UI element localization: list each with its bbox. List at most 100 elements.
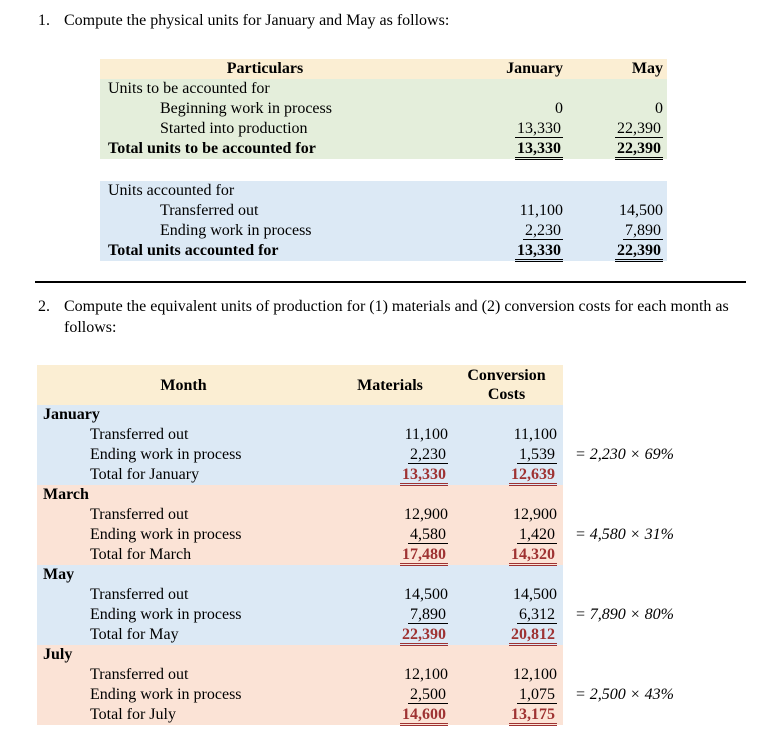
empty-cell bbox=[450, 485, 563, 505]
month-name: July bbox=[43, 646, 73, 663]
table-total-row: Total for May 22,390 20,812 bbox=[37, 625, 563, 646]
table-row: January bbox=[37, 405, 563, 425]
month-name: January bbox=[43, 406, 100, 423]
materials-value: 2,500 bbox=[408, 686, 448, 704]
calculation-note: = 2,230 × 69% bbox=[573, 445, 674, 465]
empty-cell bbox=[565, 79, 667, 99]
table-row: March bbox=[37, 485, 563, 505]
instruction-2: 2. Compute the equivalent units of produ… bbox=[38, 296, 758, 338]
empty-cell bbox=[450, 645, 563, 665]
table-row: Ending work in process 2,230 7,890 bbox=[100, 221, 667, 241]
empty-cell bbox=[430, 181, 565, 201]
table-row: Transferred out 11,100 11,100 bbox=[37, 425, 563, 445]
table-row: Started into production 13,330 22,390 bbox=[100, 119, 667, 139]
may-value: 0 bbox=[655, 100, 663, 117]
materials-value: 12,900 bbox=[404, 506, 448, 523]
conversion-value: 12,100 bbox=[513, 666, 557, 683]
equivalent-units-table: Month Materials Conversion Costs January… bbox=[37, 365, 674, 726]
january-total: 13,330 bbox=[430, 241, 565, 262]
units-to-be-accounted-section: Units to be accounted for Beginning work… bbox=[100, 79, 667, 160]
row-label: Beginning work in process bbox=[160, 100, 332, 117]
january-value: 13,330 bbox=[515, 120, 563, 138]
may-value: 14,500 bbox=[619, 202, 663, 219]
table-row: Transferred out 14,500 14,500 bbox=[37, 585, 563, 605]
materials-value: 14,500 bbox=[404, 586, 448, 603]
calculation-note: = 4,580 × 31% bbox=[573, 525, 674, 545]
january-value: 11,100 bbox=[519, 202, 563, 219]
table1-header-january: January bbox=[506, 60, 563, 77]
section-divider-line bbox=[35, 281, 746, 283]
total-label: Total for May bbox=[90, 626, 179, 643]
calculation-note: = 2,500 × 43% bbox=[573, 685, 674, 705]
table-row: Transferred out 12,100 12,100 bbox=[37, 665, 563, 685]
materials-value: 11,100 bbox=[404, 426, 448, 443]
total-label: Total units to be accounted for bbox=[108, 140, 316, 157]
empty-cell bbox=[330, 485, 450, 505]
conversion-value: 1,539 bbox=[517, 446, 557, 464]
empty-cell bbox=[450, 405, 563, 425]
table1-header-may: May bbox=[631, 60, 663, 77]
row-label: Transferred out bbox=[90, 426, 189, 443]
table-row: Ending work in process 7,890 6,312 = 7,8… bbox=[37, 605, 674, 625]
table-row: Ending work in process 4,580 1,420 = 4,5… bbox=[37, 525, 674, 545]
table-row: Transferred out 12,900 12,900 bbox=[37, 505, 563, 525]
empty-cell bbox=[330, 565, 450, 585]
conversion-value: 1,075 bbox=[517, 686, 557, 704]
instruction-2-number: 2. bbox=[38, 298, 50, 315]
month-block-july: July Transferred out 12,100 12,100 Endin… bbox=[37, 645, 674, 726]
conversion-value: 6,312 bbox=[517, 606, 557, 624]
instruction-1-number: 1. bbox=[38, 12, 50, 29]
table2-header-month: Month bbox=[160, 376, 207, 394]
table-total-row: Total units to be accounted for 13,330 2… bbox=[100, 139, 667, 160]
materials-value: 2,230 bbox=[408, 446, 448, 464]
conversion-value: 14,500 bbox=[513, 586, 557, 603]
empty-cell bbox=[430, 79, 565, 99]
conversion-total: 12,639 bbox=[450, 465, 563, 486]
table-total-row: Total units accounted for 13,330 22,390 bbox=[100, 241, 667, 262]
table1-section-gap bbox=[100, 159, 667, 181]
table-total-row: Total for January 13,330 12,639 bbox=[37, 465, 563, 486]
may-total: 22,390 bbox=[565, 139, 667, 160]
table-row: Beginning work in process 0 0 bbox=[100, 99, 667, 119]
conversion-value: 11,100 bbox=[513, 426, 557, 443]
table2-header-row: Month Materials Conversion Costs bbox=[37, 365, 563, 405]
row-label: Transferred out bbox=[160, 202, 259, 219]
instruction-1: 1. Compute the physical units for Januar… bbox=[38, 12, 758, 30]
month-name: March bbox=[43, 486, 89, 503]
month-block-march: March Transferred out 12,900 12,900 Endi… bbox=[37, 485, 674, 566]
instruction-2-text: Compute the equivalent units of producti… bbox=[64, 298, 729, 336]
month-block-may: May Transferred out 14,500 14,500 Ending… bbox=[37, 565, 674, 646]
row-label: Transferred out bbox=[90, 506, 189, 523]
total-label: Total units accounted for bbox=[108, 242, 279, 259]
january-value: 2,230 bbox=[523, 222, 563, 240]
table1-header-particulars: Particulars bbox=[226, 60, 304, 77]
materials-value: 7,890 bbox=[408, 606, 448, 624]
empty-cell bbox=[565, 181, 667, 201]
empty-cell bbox=[330, 645, 450, 665]
empty-cell bbox=[330, 405, 450, 425]
total-label: Total for March bbox=[90, 546, 192, 563]
materials-total: 17,480 bbox=[330, 545, 450, 566]
row-label: Ending work in process bbox=[90, 606, 242, 623]
instruction-1-text: Compute the physical units for January a… bbox=[64, 12, 450, 29]
section-label: Units accounted for bbox=[108, 182, 235, 199]
row-label: Ending work in process bbox=[90, 446, 242, 463]
row-label: Ending work in process bbox=[160, 222, 312, 239]
conversion-total: 13,175 bbox=[450, 705, 563, 726]
conversion-total: 20,812 bbox=[450, 625, 563, 646]
table2-header-conversion: Conversion Costs bbox=[467, 367, 546, 403]
month-block-january: January Transferred out 11,100 11,100 En… bbox=[37, 405, 674, 486]
materials-value: 4,580 bbox=[408, 526, 448, 544]
materials-total: 14,600 bbox=[330, 705, 450, 726]
table-row: Transferred out 11,100 14,500 bbox=[100, 201, 667, 221]
empty-cell bbox=[450, 565, 563, 585]
row-label: Ending work in process bbox=[90, 526, 242, 543]
table-row: July bbox=[37, 645, 563, 665]
may-value: 7,890 bbox=[623, 222, 663, 240]
table-total-row: Total for July 14,600 13,175 bbox=[37, 705, 563, 726]
materials-total: 22,390 bbox=[330, 625, 450, 646]
conversion-value: 12,900 bbox=[513, 506, 557, 523]
may-total: 22,390 bbox=[565, 241, 667, 262]
units-accounted-section: Units accounted for Transferred out 11,1… bbox=[100, 181, 667, 262]
